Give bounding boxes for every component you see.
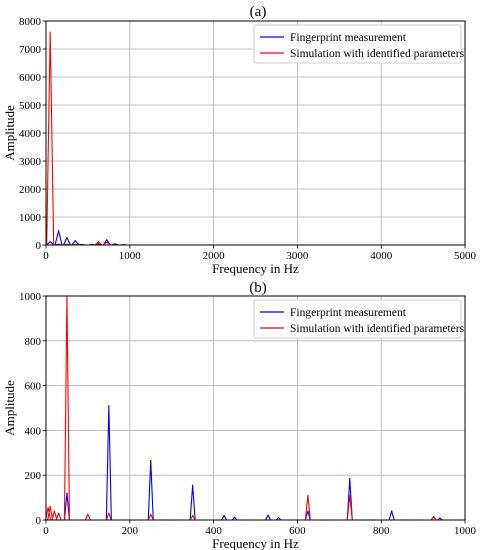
panel-b-legend-fingerprint: Fingerprint measurement xyxy=(290,307,407,319)
panel-a-peak-simulation xyxy=(57,243,60,245)
panel-b-peak-fingerprint xyxy=(307,510,309,512)
panel-a-series-simulation xyxy=(46,31,465,246)
panel-a-title: (a) xyxy=(250,4,267,20)
panel-b-peak-fingerprint xyxy=(349,477,351,480)
panel-a-x-tick-label: 0 xyxy=(43,250,49,262)
panel-a-x-tick-label: 2000 xyxy=(203,250,226,262)
panel-b-peak-simulation xyxy=(150,513,152,516)
panel-a-plot-area xyxy=(46,31,465,246)
panel-b-peak-fingerprint xyxy=(277,517,280,519)
panel-b-legend-box xyxy=(253,299,462,339)
panel-a-y-tick-label: 8000 xyxy=(19,16,42,28)
panel-b-peak-simulation xyxy=(432,516,435,518)
panel-b-y-tick-label: 0 xyxy=(36,515,42,527)
panel-a-peak-fingerprint xyxy=(97,243,99,245)
panel-a-series-fingerprint xyxy=(46,230,465,246)
panel-b-y-tick-label: 200 xyxy=(25,470,42,482)
panel-b-peak-fingerprint xyxy=(66,492,68,494)
panel-b-x-tick-label: 0 xyxy=(43,525,49,537)
panel-b-x-tick-label: 400 xyxy=(205,525,222,537)
panel-b-peak-fingerprint xyxy=(439,517,441,519)
panel-b-line-fingerprint xyxy=(46,405,465,521)
panel-a-x-tick-label: 5000 xyxy=(454,250,477,262)
panel-a-y-tick-label: 6000 xyxy=(19,72,42,84)
panel-a-peak-simulation xyxy=(106,241,108,243)
panel-a-y-tick-label: 4000 xyxy=(19,128,42,140)
panel-a-peak-simulation xyxy=(49,31,51,33)
panel-a-x-axis-label: Frequency in Hz xyxy=(212,261,299,276)
panel-a-ticks: 0 1000 2000 3000 4000 5000 0 1000 2000 3000 4000 50… xyxy=(19,16,477,262)
panel-b-peak-fingerprint xyxy=(233,516,236,518)
panel-b-peak-simulation xyxy=(53,510,55,512)
panel-a-y-tick-label: 2000 xyxy=(19,184,42,196)
panel-b-peak-simulation xyxy=(87,513,89,516)
panel-a-x-tick-label: 3000 xyxy=(286,250,309,262)
panel-a-x-tick-label: 4000 xyxy=(370,250,393,262)
panel-a-peak-fingerprint xyxy=(49,241,51,243)
panel-b-x-axis-label: Frequency in Hz xyxy=(212,536,299,550)
panel-b-peak-simulation xyxy=(349,494,351,496)
panel-b-peak-fingerprint xyxy=(223,514,225,517)
panel-b-ticks: 0 200 400 600 800 1000 0 200 400 600 800 1000 xyxy=(19,291,477,537)
panel-a-peak-simulation xyxy=(97,241,99,243)
panel-b-peak-simulation xyxy=(307,494,309,496)
panel-b-peak-fingerprint xyxy=(267,514,269,516)
panel-a-y-axis-label: Amplitude xyxy=(2,105,17,161)
panel-a-line-simulation xyxy=(46,31,465,246)
panel-a-peak-fingerprint xyxy=(106,239,108,241)
panel-b-peak-simulation xyxy=(49,505,51,508)
panel-a-y-tick-label: 0 xyxy=(36,240,42,252)
panel-b-y-axis-label: Amplitude xyxy=(2,380,17,436)
panel-a-legend-fingerprint: Fingerprint measurement xyxy=(290,32,407,44)
panel-b-legend-simulation: Simulation with identified parameters xyxy=(290,323,465,335)
panel-b-series-fingerprint xyxy=(46,405,465,521)
panel-a-legend-box xyxy=(253,24,462,64)
panel-b-y-tick-label: 800 xyxy=(25,336,42,348)
panel-b-axes-frame xyxy=(45,295,466,521)
panel-a-peak-fingerprint xyxy=(114,243,116,245)
panel-b-x-tick-label: 200 xyxy=(122,525,139,537)
panel-b-peak-simulation xyxy=(108,512,110,514)
panel-a-x-tick-label: 1000 xyxy=(119,250,142,262)
panel-b-y-tick-label: 400 xyxy=(25,425,42,437)
panel-a-legend: Fingerprint measurement Simulation with … xyxy=(253,24,465,64)
panel-b-peak-simulation xyxy=(47,507,49,509)
panel-b-peak-fingerprint xyxy=(391,510,393,512)
panel-a-y-tick-label: 7000 xyxy=(19,44,42,56)
panel-a: (a) 0 1000 2000 3000 4000 5000 0 1000 2000 3000 40… xyxy=(2,4,477,276)
panel-a-axes-frame xyxy=(45,20,466,246)
panel-b-x-tick-label: 800 xyxy=(373,525,390,537)
panel-b-peak-simulation xyxy=(57,512,60,514)
panel-b-peak-fingerprint xyxy=(192,484,194,486)
panel-b: (b) 0 200 400 600 800 1000 0 200 400 600 800 1000 F… xyxy=(2,280,477,550)
panel-a-y-tick-label: 3000 xyxy=(19,156,42,168)
panel-b-peak-fingerprint xyxy=(108,405,110,407)
panel-b-y-tick-label: 600 xyxy=(25,381,42,393)
panel-b-x-tick-label: 600 xyxy=(289,525,306,537)
panel-a-peak-fingerprint xyxy=(74,240,76,242)
panel-b-peak-fingerprint xyxy=(150,460,152,462)
panel-a-line-fingerprint xyxy=(46,230,465,246)
panel-b-peak-simulation xyxy=(192,514,194,517)
panel-b-legend: Fingerprint measurement Simulation with … xyxy=(253,299,465,339)
panel-b-y-tick-label: 1000 xyxy=(19,291,42,303)
panel-a-y-tick-label: 1000 xyxy=(19,212,42,224)
panel-a-legend-simulation: Simulation with identified parameters xyxy=(290,48,465,60)
panel-a-y-tick-label: 5000 xyxy=(19,100,42,112)
panel-a-peak-fingerprint xyxy=(66,236,68,239)
panel-b-x-tick-label: 1000 xyxy=(454,525,477,537)
panel-b-title: (b) xyxy=(249,280,267,296)
panel-a-peak-fingerprint xyxy=(57,230,60,232)
